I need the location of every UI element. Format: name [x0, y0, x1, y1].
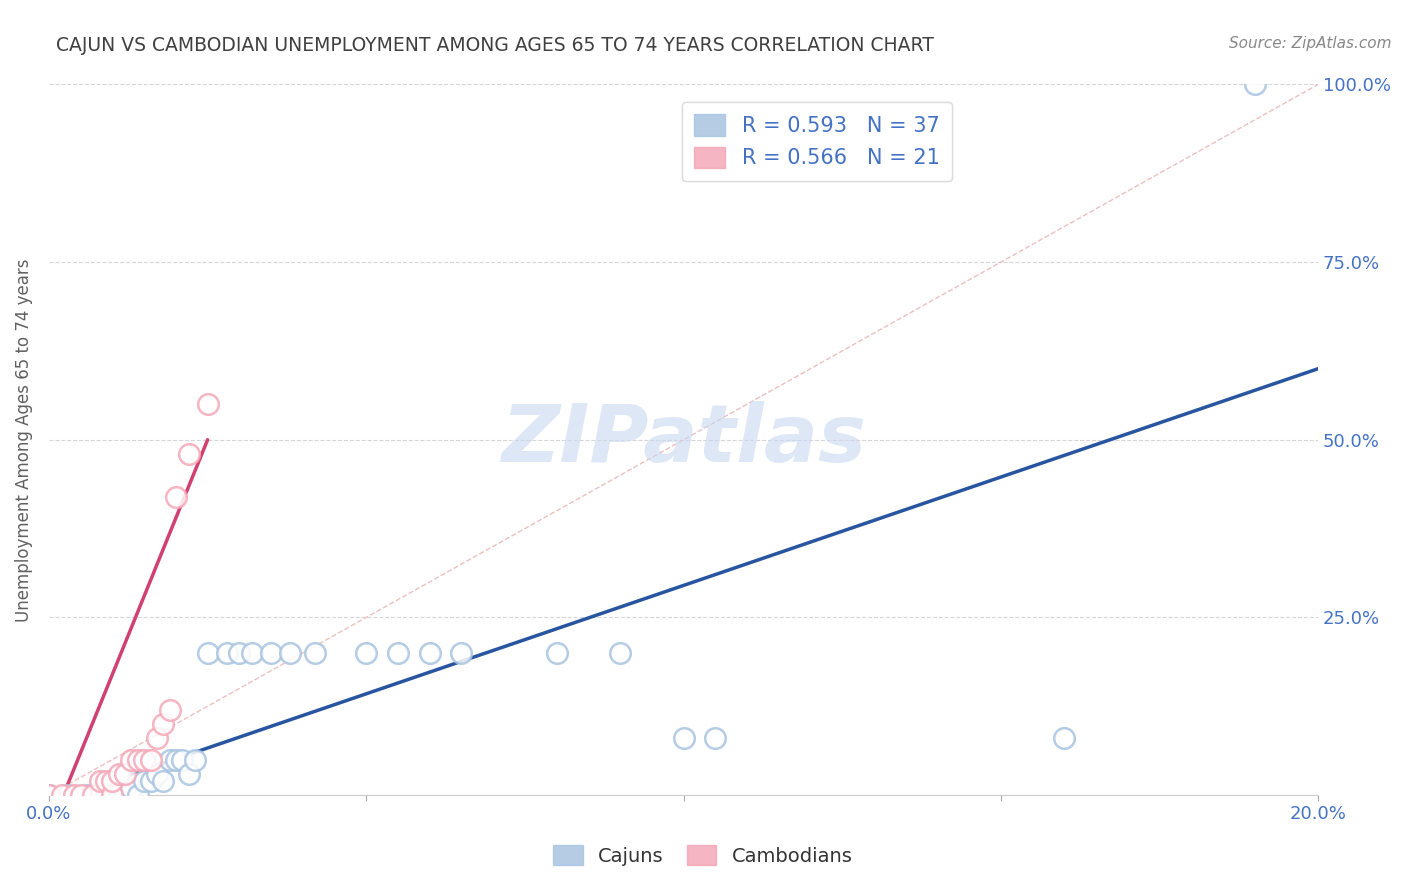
Point [89, 788, 111, 802]
Point [419, 646, 441, 660]
Point [704, 731, 727, 746]
Point [94, 788, 117, 802]
Y-axis label: Unemployment Among Ages 65 to 74 years: Unemployment Among Ages 65 to 74 years [15, 258, 32, 622]
Point [121, 752, 143, 766]
Point [197, 397, 219, 411]
Point [1053, 731, 1076, 746]
Point [139, 773, 162, 788]
Point [159, 703, 181, 717]
Point [172, 752, 194, 766]
Point [69, 788, 91, 802]
Point [89, 773, 111, 788]
Point [165, 490, 187, 504]
Point [1243, 78, 1265, 92]
Point [101, 788, 124, 802]
Point [228, 646, 250, 660]
Point [51, 788, 73, 802]
Point [82, 788, 104, 802]
Point [56, 788, 79, 802]
Point [94, 773, 117, 788]
Point [146, 731, 169, 746]
Point [101, 773, 124, 788]
Point [127, 752, 149, 766]
Point [215, 646, 238, 660]
Point [101, 788, 124, 802]
Point [38, 788, 60, 802]
Text: CAJUN VS CAMBODIAN UNEMPLOYMENT AMONG AGES 65 TO 74 YEARS CORRELATION CHART: CAJUN VS CAMBODIAN UNEMPLOYMENT AMONG AG… [56, 36, 934, 54]
Point [165, 752, 187, 766]
Point [546, 646, 568, 660]
Point [159, 752, 181, 766]
Point [101, 780, 124, 795]
Point [197, 646, 219, 660]
Point [672, 731, 695, 746]
Point [177, 766, 200, 780]
Point [63, 788, 86, 802]
Point [304, 646, 326, 660]
Point [134, 773, 156, 788]
Point [146, 766, 169, 780]
Point [38, 788, 60, 802]
Point [240, 646, 263, 660]
Point [184, 752, 207, 766]
Point [387, 646, 409, 660]
Point [114, 766, 136, 780]
Point [76, 788, 98, 802]
Point [139, 752, 162, 766]
Point [356, 646, 378, 660]
Point [107, 766, 129, 780]
Text: Source: ZipAtlas.com: Source: ZipAtlas.com [1229, 36, 1392, 51]
Point [121, 780, 143, 795]
Legend: R = 0.593   N = 37, R = 0.566   N = 21: R = 0.593 N = 37, R = 0.566 N = 21 [682, 102, 952, 181]
Point [127, 788, 149, 802]
Point [609, 646, 631, 660]
Point [278, 646, 301, 660]
Point [152, 773, 174, 788]
Point [114, 788, 136, 802]
Text: ZIPatlas: ZIPatlas [501, 401, 866, 479]
Point [260, 646, 283, 660]
Point [152, 717, 174, 731]
Point [177, 447, 200, 461]
Legend: Cajuns, Cambodians: Cajuns, Cambodians [546, 838, 860, 873]
Point [107, 788, 129, 802]
Point [450, 646, 472, 660]
Point [134, 752, 156, 766]
